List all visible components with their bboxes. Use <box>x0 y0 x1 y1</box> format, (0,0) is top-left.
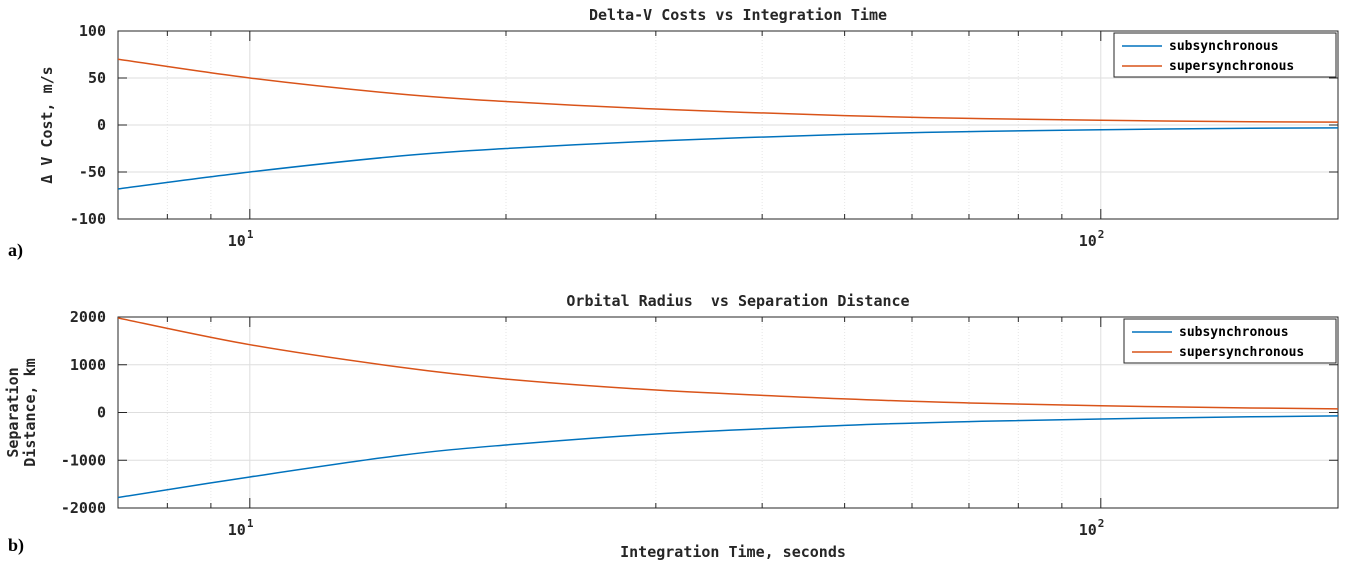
x-tick-label-base: 10 <box>1079 232 1097 250</box>
y-tick-label: 50 <box>88 69 106 87</box>
x-tick-label-exponent: 1 <box>247 517 254 530</box>
x-tick-label-exponent: 1 <box>247 228 254 241</box>
y-tick-label: 0 <box>97 116 106 134</box>
y-tick-label: -1000 <box>61 451 106 469</box>
x-tick-label-exponent: 2 <box>1098 517 1105 530</box>
y-axis-label: Δ V Cost, m/s <box>38 66 56 183</box>
chart-title: Delta-V Costs vs Integration Time <box>589 6 887 24</box>
y-tick-label: -2000 <box>61 499 106 517</box>
y-tick-label: -100 <box>70 210 106 228</box>
legend-label-supersynchronous: supersynchronous <box>1169 59 1294 74</box>
legend: subsynchronous supersynchronous <box>1114 33 1336 77</box>
y-axis-label: Distance, km <box>21 358 39 466</box>
y-tick-label: -50 <box>79 163 106 181</box>
x-axis-label: Integration Time, seconds <box>620 543 846 561</box>
x-tick-label: 10 1 <box>228 228 254 250</box>
y-tick-label: 0 <box>97 404 106 422</box>
y-tick-label: 1000 <box>70 356 106 374</box>
panel-label: b) <box>8 535 24 556</box>
legend: subsynchronous supersynchronous <box>1124 319 1336 363</box>
x-tick-label-exponent: 2 <box>1098 228 1105 241</box>
x-tick-label: 10 2 <box>1079 517 1105 539</box>
x-tick-label-base: 10 <box>1079 521 1097 539</box>
x-tick-label-base: 10 <box>228 521 246 539</box>
panel-label: a) <box>8 240 23 261</box>
y-axis-label: Separation <box>4 367 22 457</box>
legend-label-subsynchronous: subsynchronous <box>1169 39 1279 54</box>
x-tick-label: 10 1 <box>228 517 254 539</box>
chart-title: Orbital Radius vs Separation Distance <box>566 292 909 310</box>
x-tick-label: 10 2 <box>1079 228 1105 250</box>
series-line-subsynchronous <box>118 128 1338 189</box>
legend-label-supersynchronous: supersynchronous <box>1179 345 1304 360</box>
x-tick-label-base: 10 <box>228 232 246 250</box>
legend-label-subsynchronous: subsynchronous <box>1179 325 1289 340</box>
series-line-subsynchronous <box>118 416 1338 498</box>
y-tick-label: 2000 <box>70 308 106 326</box>
y-tick-label: 100 <box>79 22 106 40</box>
